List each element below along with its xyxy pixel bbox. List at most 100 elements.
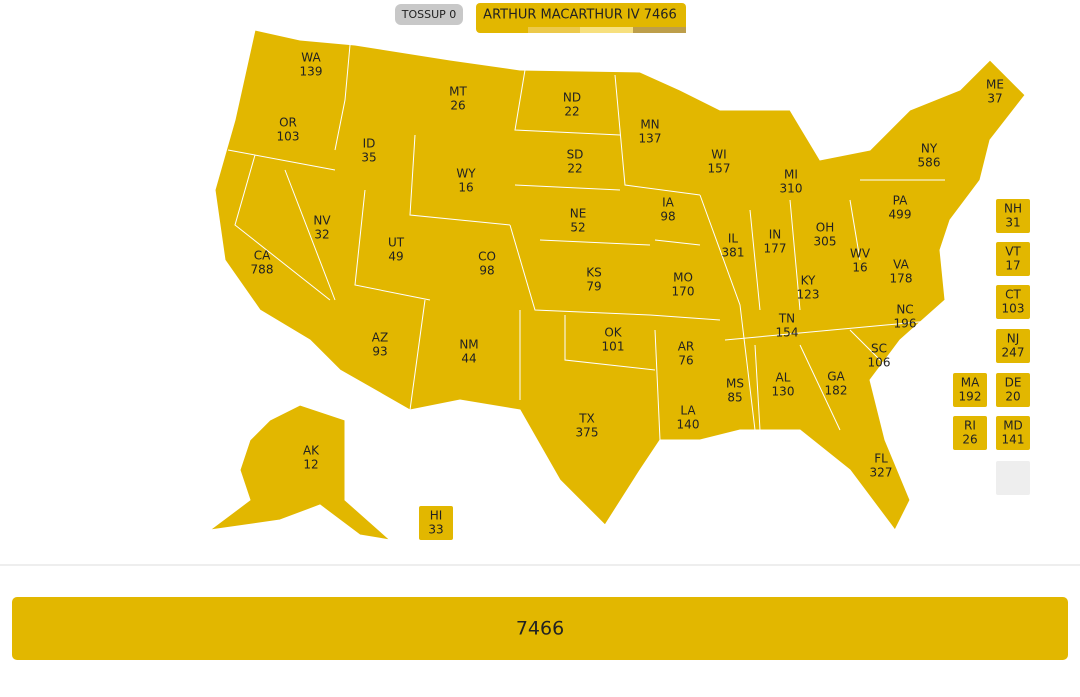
state-value: 98 — [660, 210, 675, 224]
state-abbr: RI — [964, 419, 976, 433]
state-box[interactable] — [996, 329, 1030, 363]
state-value: 26 — [450, 99, 465, 113]
state-abbr: KS — [586, 266, 602, 280]
state-abbr: UT — [388, 236, 405, 250]
state-abbr: WA — [301, 51, 321, 65]
state-value: 16 — [458, 181, 473, 195]
state-value: 26 — [962, 433, 977, 447]
candidate-label: ARTHUR MACARTHUR IV 7466 — [483, 8, 677, 23]
state-value: 52 — [570, 221, 585, 235]
state-abbr: DE — [1005, 376, 1022, 390]
state-value: 788 — [251, 263, 274, 277]
state-abbr: SD — [567, 148, 584, 162]
state-value: 49 — [388, 250, 403, 264]
state-value: 310 — [780, 182, 803, 196]
state-abbr: AR — [678, 340, 695, 354]
state-abbr: FL — [874, 452, 888, 466]
state-abbr: MA — [961, 376, 980, 390]
state-abbr: IN — [769, 228, 782, 242]
state-value: 76 — [678, 354, 693, 368]
state-value: 20 — [1005, 390, 1020, 404]
state-value: 98 — [479, 264, 494, 278]
state-value: 103 — [277, 130, 300, 144]
state-value: 178 — [890, 272, 913, 286]
state-abbr: MT — [449, 85, 467, 99]
state-abbr: PA — [893, 194, 908, 208]
state-value: 44 — [461, 352, 476, 366]
state-value: 139 — [300, 65, 323, 79]
state-box[interactable] — [419, 506, 453, 540]
state-abbr: ID — [363, 137, 376, 151]
state-abbr: NH — [1004, 202, 1022, 216]
state-value: 35 — [361, 151, 376, 165]
state-abbr: VT — [1005, 245, 1021, 259]
state-abbr: MD — [1003, 419, 1023, 433]
state-abbr: NE — [570, 207, 587, 221]
state-abbr: WY — [456, 167, 476, 181]
state-value: 327 — [870, 466, 893, 480]
state-abbr: OH — [816, 221, 834, 235]
state-value: 499 — [889, 208, 912, 222]
state-value: 106 — [868, 356, 891, 370]
state-value: 85 — [727, 391, 742, 405]
state-abbr: IL — [728, 232, 739, 246]
state-abbr: HI — [430, 509, 443, 523]
state-value: 33 — [428, 523, 443, 537]
state-abbr: NV — [313, 214, 331, 228]
state-abbr: AL — [776, 371, 791, 385]
tossup-label: TOSSUP 0 — [401, 8, 457, 21]
state-box[interactable] — [996, 285, 1030, 319]
state-value: 22 — [564, 105, 579, 119]
state-value: 157 — [708, 162, 731, 176]
state-abbr: AZ — [372, 331, 388, 345]
state-abbr: WI — [711, 148, 726, 162]
shade-strip — [633, 27, 686, 33]
state-value: 101 — [602, 340, 625, 354]
state-box[interactable] — [996, 242, 1030, 276]
state-abbr: OR — [279, 116, 297, 130]
total-bar — [12, 597, 1068, 660]
state-value: 192 — [959, 390, 982, 404]
contiguous-us — [214, 29, 1026, 531]
state-value: 32 — [314, 228, 329, 242]
state-abbr: NC — [896, 303, 913, 317]
state-abbr: NY — [921, 142, 938, 156]
state-box[interactable] — [953, 416, 987, 450]
state-value: 170 — [672, 285, 695, 299]
state-value: 140 — [677, 418, 700, 432]
state-abbr: CT — [1005, 288, 1021, 302]
state-value: 381 — [722, 246, 745, 260]
state-box[interactable] — [996, 199, 1030, 233]
state-abbr: WV — [850, 247, 871, 261]
state-value: 31 — [1005, 216, 1020, 230]
state-box[interactable] — [996, 416, 1030, 450]
state-value: 375 — [576, 426, 599, 440]
state-box[interactable] — [996, 373, 1030, 407]
state-abbr: OK — [604, 326, 622, 340]
state-value: 130 — [772, 385, 795, 399]
tossup-pill[interactable] — [395, 4, 463, 25]
state-abbr: SC — [871, 342, 887, 356]
state-value: 586 — [918, 156, 941, 170]
state-abbr: CA — [254, 249, 271, 263]
state-box[interactable] — [953, 373, 987, 407]
state-abbr: NJ — [1007, 332, 1020, 346]
state-value: 196 — [894, 317, 917, 331]
state-abbr: GA — [827, 370, 845, 384]
state-abbr: MI — [784, 168, 798, 182]
state-abbr: MS — [726, 377, 744, 391]
state-value: 16 — [852, 261, 867, 275]
state-value: 305 — [814, 235, 837, 249]
state-abbr: AK — [303, 444, 320, 458]
alaska — [209, 404, 392, 541]
state-abbr: TN — [778, 312, 795, 326]
state-value: 12 — [303, 458, 318, 472]
state-value: 123 — [797, 288, 820, 302]
state-abbr: ME — [986, 78, 1004, 92]
shade-strip — [580, 27, 633, 33]
candidate-pill[interactable] — [476, 3, 686, 33]
empty-box — [996, 461, 1030, 495]
state-abbr: TX — [578, 412, 595, 426]
state-borders — [227, 44, 945, 441]
